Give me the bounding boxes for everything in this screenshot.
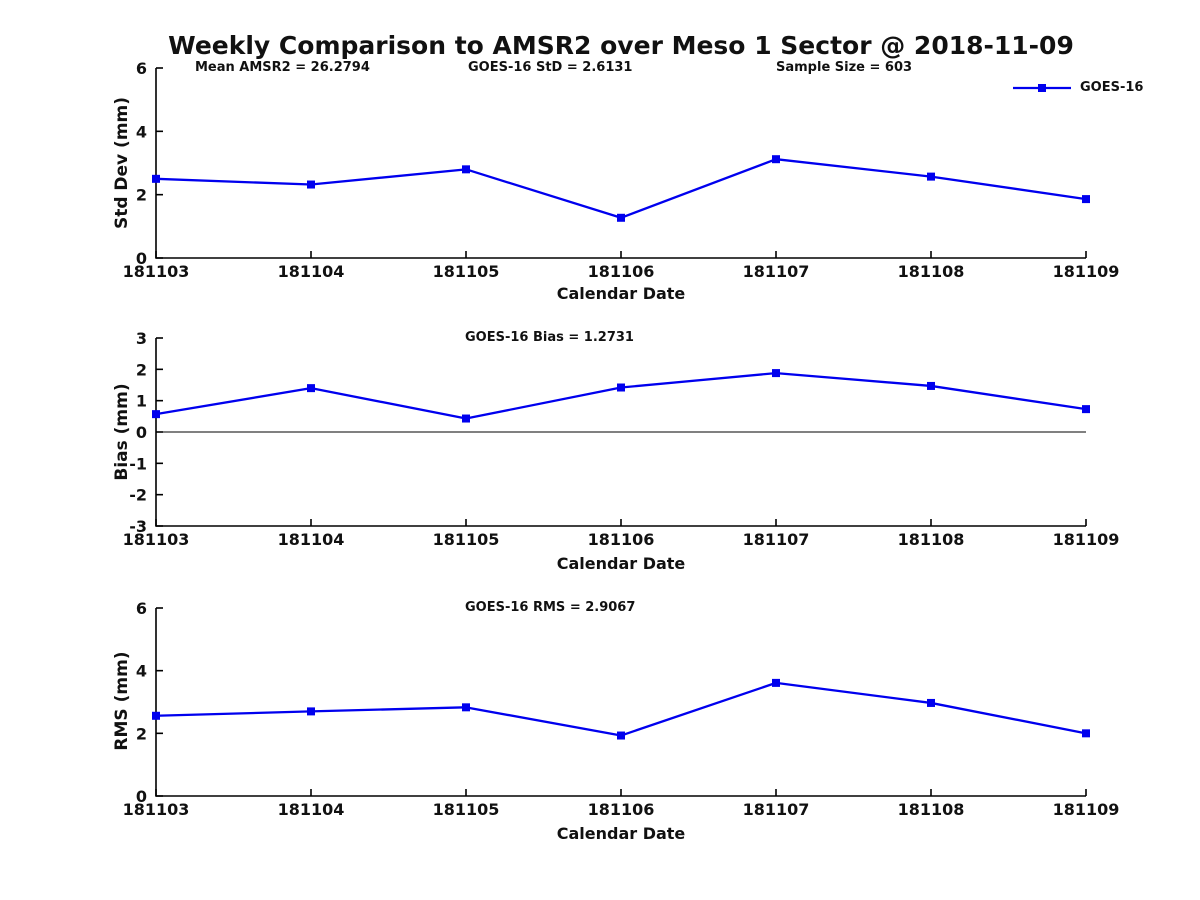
data-point-marker <box>927 172 935 181</box>
annotation-mean-amsr2: Mean AMSR2 = 26.2794 <box>195 60 370 75</box>
y-tick-label: 6 <box>136 59 147 78</box>
data-point-marker <box>617 383 625 392</box>
y-tick-label: 2 <box>136 360 147 379</box>
data-point-marker <box>617 731 625 740</box>
data-point-marker <box>152 174 160 183</box>
annotation-goes-std: GOES-16 StD = 2.6131 <box>468 60 633 75</box>
data-point-marker <box>462 165 470 174</box>
subplot-std-dev: 0 2 4 6 181103 181104 181105 181106 181107 181108… <box>123 59 1120 281</box>
data-point-marker <box>152 711 160 720</box>
x-axis-label-stddev: Calendar Date <box>556 284 686 303</box>
y-tick-label: 0 <box>136 787 147 806</box>
subplot-rms: 0 2 4 6 181103 181104 181105 181106 181107 181108… <box>123 599 1120 819</box>
y-tick-label: 3 <box>136 329 147 348</box>
data-point-marker <box>772 155 780 164</box>
x-tick-label: 181105 <box>433 800 500 819</box>
x-tick-label: 181103 <box>123 800 190 819</box>
y-axis-label-rms: RMS (mm) <box>112 651 132 751</box>
x-axis-label-bias: Calendar Date <box>556 554 686 573</box>
x-tick-label: 181108 <box>898 800 965 819</box>
x-tick-label: 181103 <box>123 530 190 549</box>
x-tick-label: 181106 <box>588 800 655 819</box>
x-tick-label: 181109 <box>1053 262 1120 281</box>
y-tick-label: 0 <box>136 249 147 268</box>
x-tick-label: 181104 <box>278 262 345 281</box>
y-tick-label: -2 <box>129 486 147 505</box>
y-tick-label: 2 <box>136 186 147 205</box>
data-point-marker <box>152 410 160 419</box>
data-point-marker <box>462 414 470 423</box>
x-tick-label: 181104 <box>278 530 345 549</box>
y-tick-label: 1 <box>136 392 147 411</box>
data-line <box>155 158 1087 219</box>
y-tick-label: 2 <box>136 724 147 743</box>
x-tick-label: 181106 <box>588 530 655 549</box>
x-tick-label: 181109 <box>1053 530 1120 549</box>
data-point-marker <box>927 381 935 390</box>
legend-line-icon <box>1013 83 1071 92</box>
data-point-marker <box>307 180 315 189</box>
y-tick-label: -3 <box>129 517 147 536</box>
x-tick-label: 181108 <box>898 262 965 281</box>
data-point-marker <box>617 213 625 222</box>
data-point-marker <box>927 698 935 707</box>
y-tick-label: -1 <box>129 454 147 473</box>
x-tick-label: 181108 <box>898 530 965 549</box>
legend-label: GOES-16 <box>1080 80 1144 95</box>
y-tick-label: 4 <box>136 122 147 141</box>
x-tick-label: 181107 <box>743 800 810 819</box>
y-axis-label-stddev: Std Dev (mm) <box>112 96 132 230</box>
x-tick-label: 181106 <box>588 262 655 281</box>
data-point-marker <box>462 703 470 712</box>
y-tick-label: 4 <box>136 662 147 681</box>
subplot-bias: -3 -2 -1 0 1 2 3 181103 181104 181105 181106 181107… <box>123 329 1120 549</box>
figure-title: Weekly Comparison to AMSR2 over Meso 1 S… <box>168 31 1074 60</box>
annotation-goes-rms: GOES-16 RMS = 2.9067 <box>465 600 636 615</box>
annotation-goes-bias: GOES-16 Bias = 1.2731 <box>465 330 634 345</box>
x-axis-label-rms: Calendar Date <box>556 824 686 843</box>
x-tick-label: 181107 <box>743 262 810 281</box>
data-point-marker <box>307 384 315 393</box>
x-tick-label: 181103 <box>123 262 190 281</box>
x-tick-label: 181109 <box>1053 800 1120 819</box>
x-tick-label: 181107 <box>743 530 810 549</box>
y-tick-label: 0 <box>136 423 147 442</box>
y-tick-label: 6 <box>136 599 147 618</box>
data-point-marker <box>1082 195 1090 204</box>
axis-spines <box>155 68 1086 259</box>
x-tick-label: 181105 <box>433 262 500 281</box>
axis-spines <box>155 608 1086 797</box>
data-line <box>155 681 1087 737</box>
legend: GOES-16 <box>1012 80 1143 95</box>
data-line <box>155 371 1087 420</box>
x-tick-label: 181105 <box>433 530 500 549</box>
data-point-marker <box>1082 405 1090 414</box>
y-axis-label-bias: Bias (mm) <box>112 383 132 481</box>
annotation-sample-size: Sample Size = 603 <box>776 60 913 75</box>
data-point-marker <box>1082 729 1090 738</box>
data-point-marker <box>772 678 780 687</box>
data-point-marker <box>772 369 780 378</box>
data-point-marker <box>307 707 315 716</box>
x-tick-label: 181104 <box>278 800 345 819</box>
